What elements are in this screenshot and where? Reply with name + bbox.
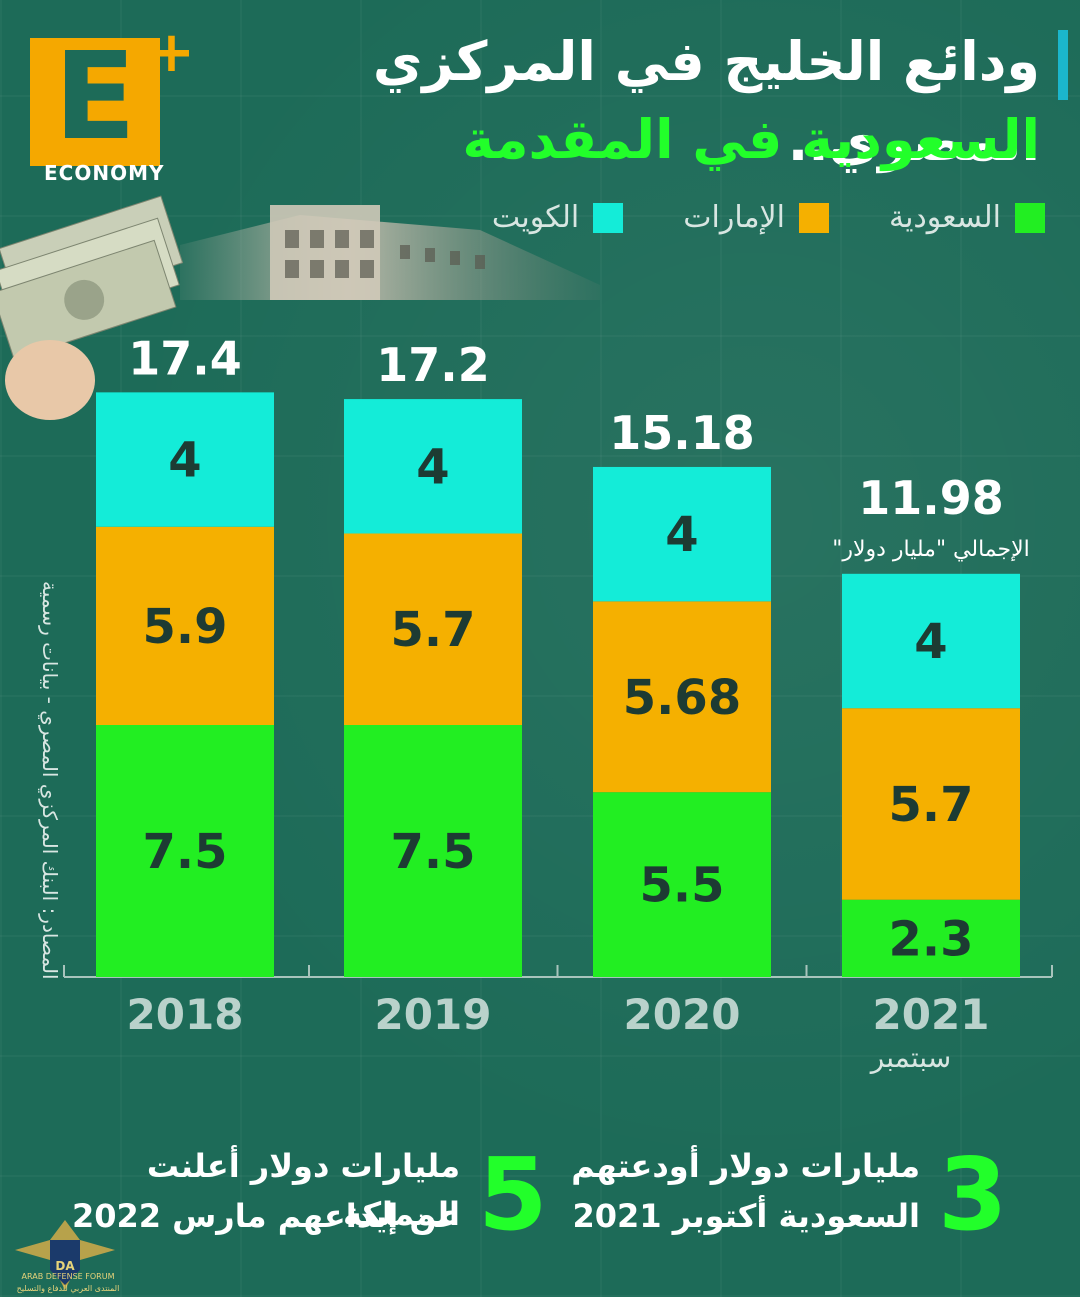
bar-value-label: 5.7	[888, 777, 973, 833]
legend-swatch-uae	[798, 203, 829, 233]
footer-right-line1: مليارات دولار أودعتهم	[571, 1147, 920, 1185]
bar-value-label: 5.7	[390, 602, 475, 658]
economy-logo: E + ECONOMY	[30, 25, 195, 183]
svg-text:DA: DA	[55, 1259, 75, 1273]
page-title: ودائع الخليج في المركزي المصري..	[372, 30, 1040, 173]
legend-swatch-kuwait	[593, 203, 624, 233]
forum-emblem-icon: DA	[15, 1220, 115, 1290]
bar-total-label: 17.2	[376, 338, 490, 392]
money-illustration	[0, 195, 184, 420]
legend-item-kuwait: الكويت	[491, 198, 624, 238]
footer-right-line2: السعودية أكتوبر 2021	[572, 1197, 920, 1235]
bar-segment	[842, 708, 1020, 900]
forum-name-ar: المنتدى العربي للدفاع والتسليح	[16, 1284, 120, 1293]
total-note-label: الإجمالي "مليار دولار"	[832, 537, 1030, 562]
bar-value-label: 7.5	[390, 824, 475, 880]
bar-segment	[593, 466, 771, 602]
logo-text: ECONOMY	[44, 161, 165, 185]
bar-total-label: 15.18	[609, 406, 755, 460]
source-note: المصادر: البنك المركزي المصري - بيانات ر…	[38, 580, 62, 980]
legend-item-uae: الإمارات	[683, 198, 829, 238]
bar-value-label: 5.5	[639, 858, 724, 914]
page-subtitle: السعودية في المقدمة	[462, 108, 1040, 171]
x-tick-label: 2021	[873, 990, 990, 1039]
stacked-bar-chart: 7.5 5.9 4 17.4 2018 7.5 5.7 4 17.2 2019 5.5 5.68 4 15…	[63, 331, 1053, 1074]
footer-left-number: 5	[478, 1136, 548, 1253]
bar-value-label: 2.3	[888, 911, 973, 967]
logo-letter: E	[30, 38, 160, 166]
x-tick-label: 2019	[375, 990, 492, 1039]
bar-segment	[96, 725, 274, 977]
bar-segment	[842, 573, 1020, 709]
bar-segment	[344, 399, 522, 534]
bar-segment	[344, 533, 522, 725]
bank-building-illustration	[180, 205, 600, 300]
bar-segment	[96, 392, 274, 527]
bar-segment	[96, 526, 274, 725]
x-tick-label: 2020	[624, 990, 741, 1039]
legend-item-saudi: السعودية	[889, 198, 1045, 238]
title-accent-bar	[1058, 30, 1068, 100]
bar-value-label: 7.5	[142, 824, 227, 880]
bar-value-label: 4	[416, 439, 449, 495]
bar-value-label: 5.68	[623, 670, 741, 726]
legend-label-kuwait: الكويت	[491, 200, 580, 235]
bar-segment	[593, 601, 771, 793]
footer-right-number: 3	[938, 1136, 1008, 1253]
bar-segment	[344, 725, 522, 977]
bar-value-label: 4	[914, 614, 947, 670]
chart-legend: السعودية الإمارات الكويت	[492, 198, 1045, 238]
logo-plus: +	[148, 20, 195, 85]
x-tick-sublabel: سبتمبر	[869, 1041, 951, 1074]
bar-segment	[593, 792, 771, 977]
bar-total-label: 11.98	[858, 471, 1004, 525]
bar-segment	[842, 899, 1020, 977]
bar-total-label: 17.4	[128, 331, 242, 385]
legend-swatch-saudi	[1015, 203, 1045, 233]
bar-value-label: 5.9	[142, 599, 227, 655]
bar-value-label: 4	[665, 507, 698, 563]
footer-left-line1: مليارات دولار أعلنت المملكة	[146, 1147, 460, 1233]
forum-name: ARAB DEFENSE FORUM	[21, 1272, 115, 1281]
x-tick-label: 2018	[127, 990, 244, 1039]
bar-value-label: 4	[168, 433, 201, 489]
legend-label-saudi: السعودية	[888, 200, 1001, 235]
footer-left-line2: عن إيداعهم مارس 2022	[71, 1197, 460, 1235]
legend-label-uae: الإمارات	[683, 200, 785, 235]
